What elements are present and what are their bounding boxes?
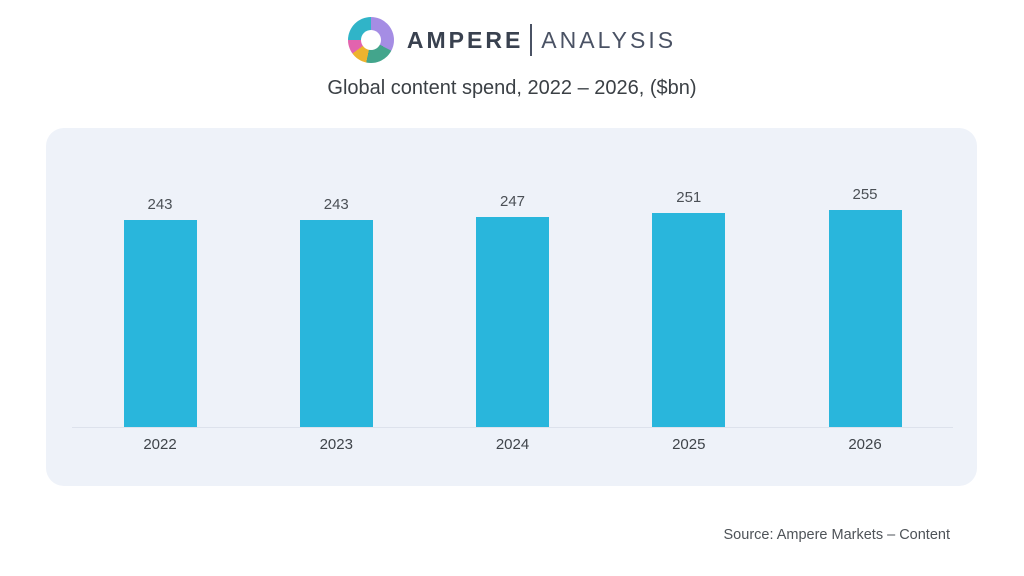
bar-value-label: 247 <box>499 193 526 210</box>
x-axis-label: 2022 <box>143 436 177 453</box>
chart-area: 243 2022 243 2023 247 2024 251 2025 255 2026 <box>72 128 953 453</box>
bar <box>652 213 726 427</box>
chart-panel: 243 2022 243 2023 247 2024 251 2025 255 2026 <box>46 128 977 486</box>
x-axis-label: 2026 <box>848 436 882 453</box>
bar <box>123 220 197 427</box>
bar-group: 255 2026 <box>777 128 953 453</box>
source-text: Source: Ampere Markets – Content <box>723 527 950 543</box>
brand-wordmark: AMPERE ANALYSIS <box>407 24 676 56</box>
bar <box>299 220 373 427</box>
chart-title: Global content spend, 2022 – 2026, ($bn) <box>327 77 697 99</box>
brand-name-secondary: ANALYSIS <box>541 26 677 53</box>
ampere-logo-donut-icon <box>347 17 394 63</box>
bar-value-label: 243 <box>323 196 349 213</box>
bar-value-label: 251 <box>676 189 702 206</box>
bar-value-label: 243 <box>147 196 173 213</box>
brand-header: AMPERE ANALYSIS <box>0 16 1024 64</box>
bar <box>476 217 549 427</box>
bar-group: 243 2023 <box>248 128 424 453</box>
x-axis-label: 2025 <box>672 436 706 453</box>
bar-group: 243 2022 <box>72 128 248 453</box>
bar-group: 247 2024 <box>425 128 601 453</box>
x-axis-label: 2024 <box>495 436 530 453</box>
bar-value-label: 255 <box>852 186 878 203</box>
bar <box>828 210 902 427</box>
brand-divider <box>530 24 533 56</box>
x-axis-label: 2023 <box>319 436 353 453</box>
brand-name-primary: AMPERE <box>406 26 524 53</box>
bar-group: 251 2025 <box>601 128 777 453</box>
